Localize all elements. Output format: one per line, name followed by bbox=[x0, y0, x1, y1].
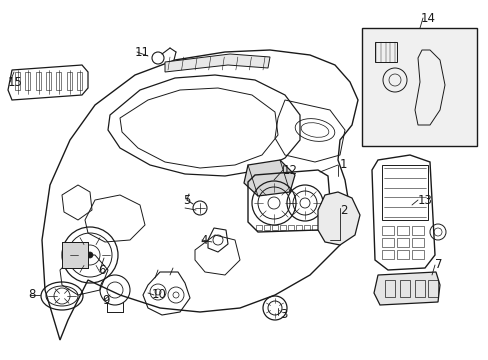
Bar bbox=[271, 225, 278, 230]
Text: 5: 5 bbox=[183, 194, 190, 207]
Bar bbox=[62, 242, 88, 268]
Bar bbox=[396, 250, 408, 259]
Bar bbox=[384, 280, 394, 297]
Bar bbox=[56, 72, 61, 90]
Text: 8: 8 bbox=[28, 288, 35, 302]
Text: 11: 11 bbox=[135, 45, 150, 58]
Bar bbox=[411, 250, 423, 259]
Bar bbox=[295, 225, 302, 230]
Bar bbox=[361, 28, 476, 146]
Bar bbox=[381, 238, 393, 247]
Text: 1: 1 bbox=[339, 158, 347, 171]
Bar bbox=[311, 225, 317, 230]
Text: 13: 13 bbox=[417, 194, 432, 207]
Polygon shape bbox=[373, 272, 439, 305]
Bar bbox=[411, 226, 423, 235]
Bar bbox=[46, 72, 51, 90]
Bar bbox=[264, 225, 269, 230]
Circle shape bbox=[87, 252, 93, 258]
Bar bbox=[280, 225, 285, 230]
Bar bbox=[411, 238, 423, 247]
Bar bbox=[77, 72, 82, 90]
Text: 10: 10 bbox=[152, 288, 166, 302]
Bar bbox=[381, 250, 393, 259]
Text: 4: 4 bbox=[200, 234, 207, 247]
Bar bbox=[396, 226, 408, 235]
Bar bbox=[427, 280, 437, 297]
Bar bbox=[287, 225, 293, 230]
Polygon shape bbox=[164, 54, 269, 72]
Text: 2: 2 bbox=[339, 203, 347, 216]
Bar bbox=[381, 165, 427, 220]
Bar bbox=[396, 238, 408, 247]
Bar bbox=[399, 280, 409, 297]
Bar bbox=[15, 72, 20, 90]
Text: 9: 9 bbox=[102, 293, 109, 306]
Text: 14: 14 bbox=[420, 12, 435, 24]
Text: 12: 12 bbox=[283, 163, 297, 176]
Bar bbox=[414, 280, 424, 297]
Text: 6: 6 bbox=[98, 264, 105, 276]
Bar bbox=[374, 42, 396, 62]
Bar bbox=[304, 225, 309, 230]
Bar bbox=[381, 226, 393, 235]
Text: 7: 7 bbox=[434, 258, 442, 271]
Polygon shape bbox=[244, 160, 294, 196]
Bar bbox=[66, 72, 72, 90]
Text: 3: 3 bbox=[280, 309, 287, 321]
Text: 15: 15 bbox=[8, 76, 23, 89]
Bar bbox=[256, 225, 262, 230]
Polygon shape bbox=[317, 192, 359, 245]
Bar bbox=[36, 72, 41, 90]
Bar bbox=[25, 72, 30, 90]
